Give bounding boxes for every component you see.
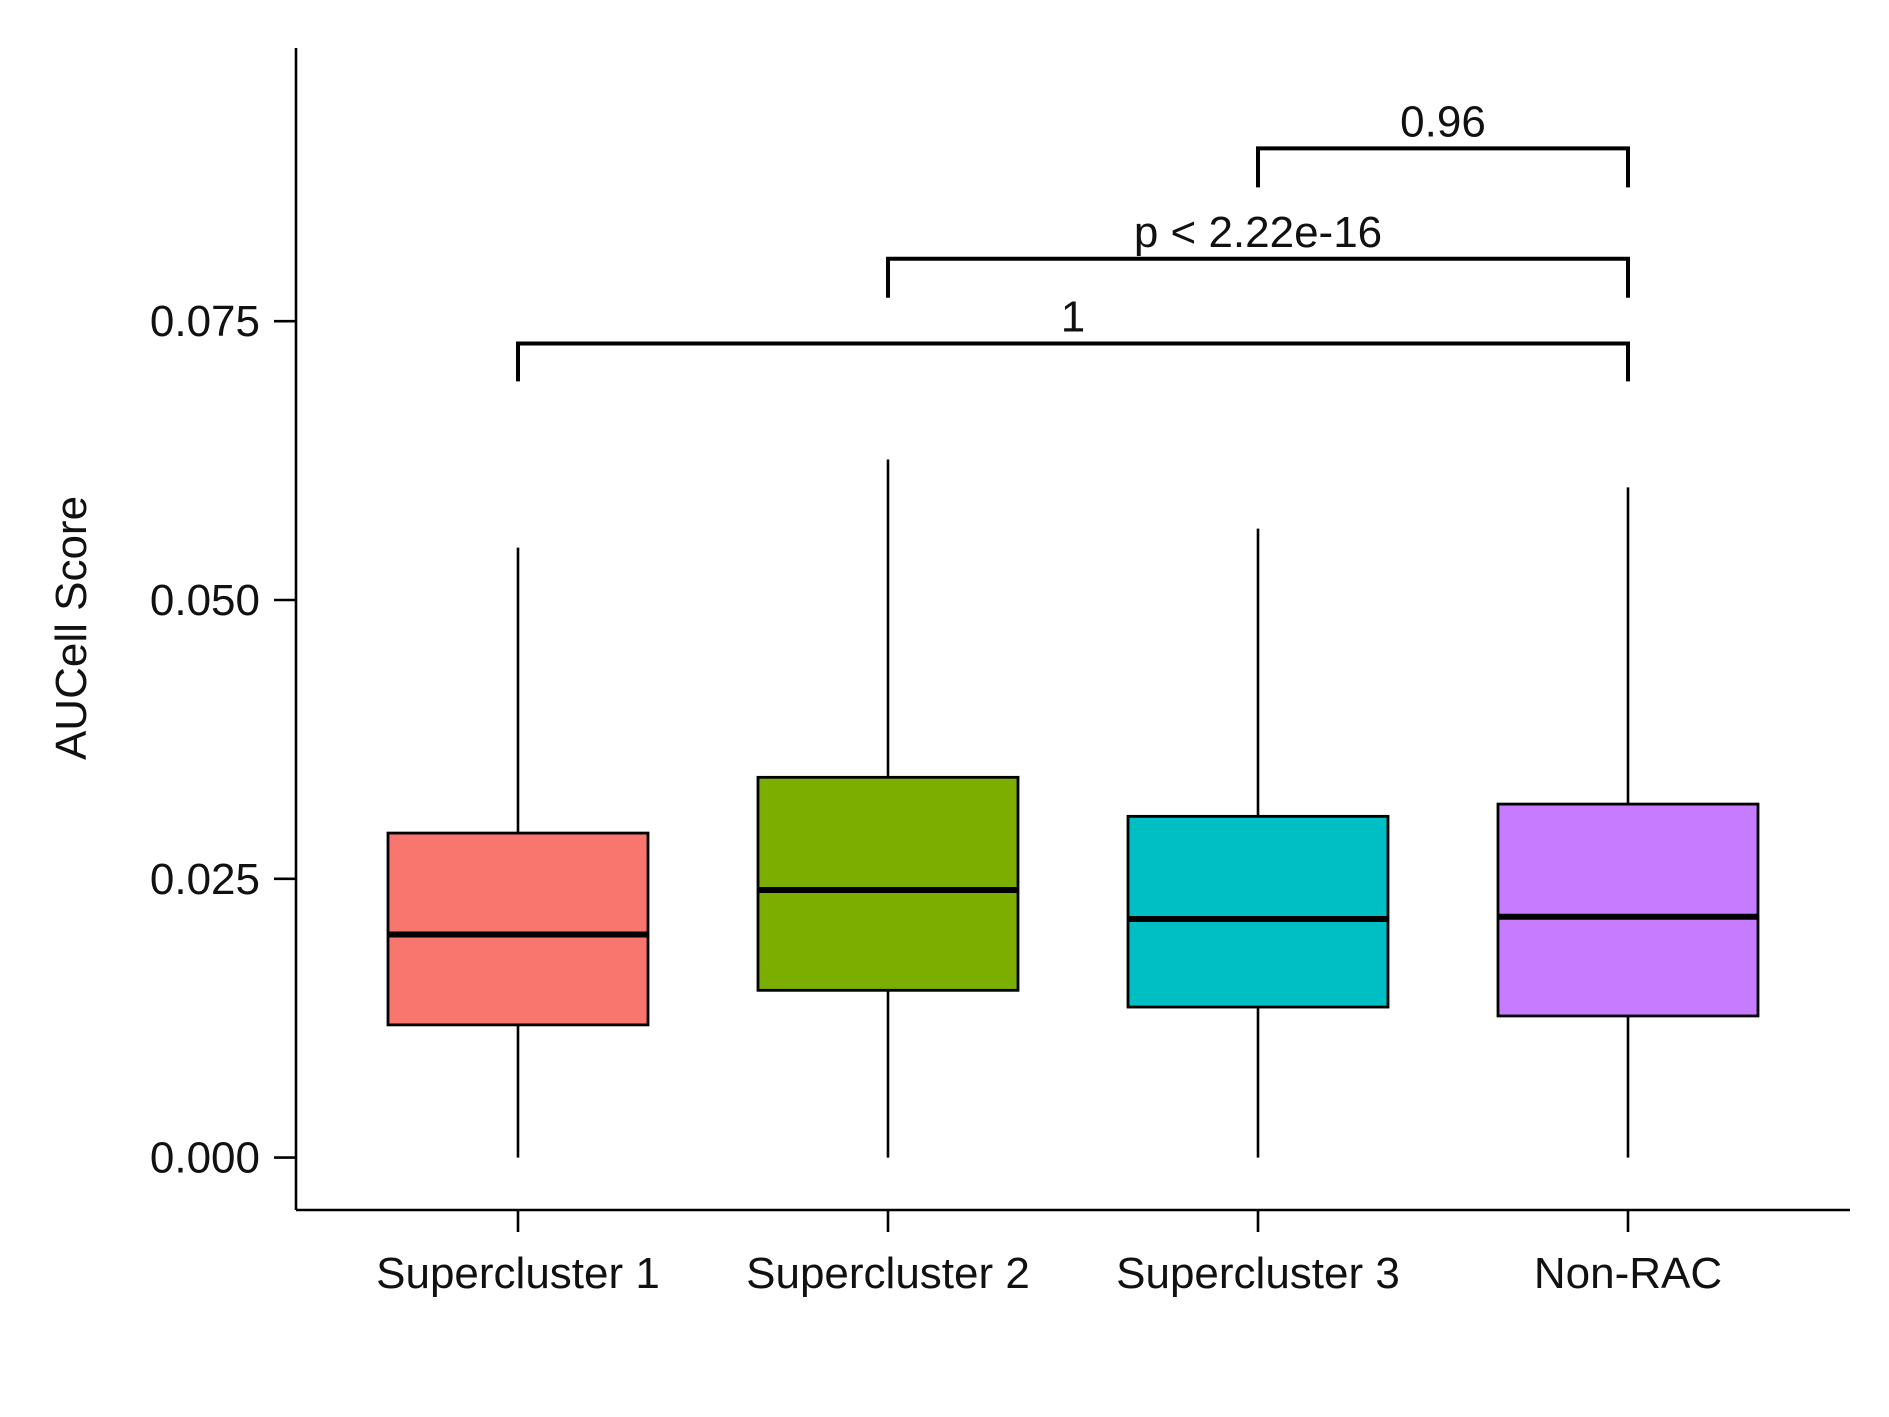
p-value-label: 0.96 [1400,97,1486,146]
significance-bracket: 1 [516,293,1630,382]
box-group [1496,487,1760,1158]
significance-bracket: p < 2.22e-16 [886,208,1630,298]
y-tick-label: 0.000 [150,1134,260,1183]
box [756,775,1020,992]
box-group [386,547,650,1158]
box-group [1126,528,1390,1158]
y-ticks: 0.000 0.025 0.050 0.075 [150,297,296,1183]
x-tick-label: Supercluster 3 [1116,1249,1400,1298]
y-axis: 0.000 0.025 0.050 0.075 AUCell Score [47,48,298,1210]
boxes [386,459,1760,1158]
box [1496,802,1760,1018]
bracket-line [516,341,1630,382]
x-axis: Supercluster 1 Supercluster 2 Supercluster… [296,1208,1850,1298]
box [386,831,650,1027]
y-axis-title: AUCell Score [47,496,96,760]
p-value-label: 1 [1061,293,1085,342]
x-tick-label: Supercluster 2 [746,1249,1030,1298]
x-tick-label: Non-RAC [1534,1249,1722,1298]
significance-bracket: 0.96 [1256,97,1630,188]
x-tick-label: Supercluster 1 [376,1249,660,1298]
x-ticks: Supercluster 1 Supercluster 2 Supercluster… [376,1210,1722,1298]
y-tick-label: 0.050 [150,576,260,625]
y-tick-label: 0.075 [150,297,260,346]
bracket-line [886,256,1630,298]
bracket-line [1256,146,1630,188]
y-tick-label: 0.025 [150,855,260,904]
box [1126,814,1390,1009]
significance-brackets: 0.96 p < 2.22e-16 1 [516,97,1630,382]
box-group [756,459,1020,1158]
p-value-label: p < 2.22e-16 [1134,208,1382,257]
